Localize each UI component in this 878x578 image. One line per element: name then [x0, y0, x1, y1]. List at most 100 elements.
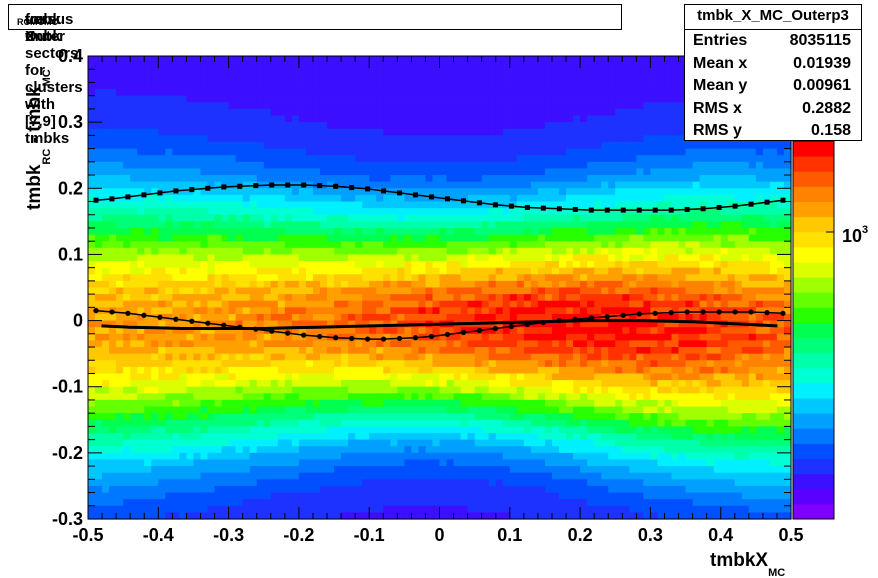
heatmap-cell	[650, 261, 659, 269]
heatmap-cell	[102, 313, 110, 322]
heatmap-cell	[369, 194, 377, 203]
heatmap-cell	[608, 168, 616, 176]
heatmap-cell	[137, 366, 145, 375]
heatmap-cell	[727, 175, 736, 183]
heatmap-cell	[228, 380, 237, 388]
heatmap-cell	[488, 347, 497, 355]
heatmap-cell	[601, 287, 609, 295]
heatmap-cell	[615, 360, 623, 368]
heatmap-cell	[277, 56, 286, 64]
heatmap-cell	[601, 194, 609, 203]
heatmap-cell	[130, 267, 138, 275]
heatmap-cell	[235, 168, 244, 176]
heatmap-cell	[341, 102, 349, 110]
heatmap-cell	[453, 380, 462, 388]
heatmap-cell	[383, 347, 391, 355]
heatmap-cell	[474, 366, 483, 375]
heatmap-cell	[137, 175, 145, 183]
heatmap-cell	[551, 108, 560, 117]
heatmap-cell	[369, 373, 377, 381]
heatmap-cell	[123, 188, 131, 196]
heatmap-cell	[523, 141, 532, 150]
heatmap-cell	[88, 62, 96, 70]
heatmap-cell	[629, 56, 637, 64]
heatmap-cell	[312, 333, 321, 342]
heatmap-cell	[495, 340, 504, 348]
heatmap-cell	[509, 56, 518, 64]
heatmap-cell	[130, 62, 138, 70]
heatmap-cell	[530, 161, 539, 170]
heatmap-cell	[123, 241, 131, 249]
heatmap-cell	[291, 161, 300, 170]
heatmap-cell	[544, 181, 553, 189]
heatmap-cell	[305, 201, 314, 209]
heatmap-cell	[102, 161, 110, 170]
heatmap-cell	[165, 221, 173, 229]
heatmap-cell	[228, 313, 237, 322]
heatmap-cell	[193, 261, 202, 269]
heatmap-cell	[657, 115, 666, 123]
heatmap-cell	[235, 194, 244, 203]
heatmap-cell	[425, 214, 434, 222]
heatmap-cell	[137, 227, 145, 236]
heatmap-cell	[622, 227, 630, 236]
heatmap-cell	[587, 155, 595, 163]
heatmap-cell	[699, 280, 708, 289]
heatmap-cell	[305, 241, 314, 249]
heatmap-cell	[453, 261, 462, 269]
heatmap-cell	[207, 313, 216, 322]
heatmap-cell	[151, 320, 159, 328]
heatmap-cell	[270, 122, 279, 130]
heatmap-cell	[594, 380, 602, 388]
heatmap-cell	[488, 366, 497, 375]
heatmap-cell	[699, 320, 708, 328]
heatmap-cell	[256, 168, 265, 176]
heatmap-cell	[474, 56, 483, 64]
heatmap-cell	[277, 155, 286, 163]
heatmap-cell	[193, 307, 202, 315]
heatmap-cell	[137, 327, 145, 335]
heatmap-cell	[636, 247, 644, 256]
heatmap-cell	[158, 366, 166, 375]
heatmap-cell	[699, 373, 708, 381]
heatmap-cell	[622, 82, 630, 90]
heatmap-cell	[158, 75, 166, 84]
heatmap-cell	[193, 320, 202, 328]
heatmap-cell	[256, 161, 265, 170]
heatmap-cell	[474, 340, 483, 348]
heatmap-cell	[312, 254, 321, 262]
heatmap-cell	[235, 62, 244, 70]
heatmap-cell	[453, 313, 462, 322]
heatmap-cell	[277, 366, 286, 375]
heatmap-cell	[734, 307, 743, 315]
heatmap-cell	[755, 175, 764, 183]
heatmap-cell	[298, 366, 307, 375]
heatmap-cell	[615, 175, 623, 183]
heatmap-cell	[439, 89, 448, 97]
heatmap-cell	[643, 95, 651, 103]
heatmap-cell	[256, 366, 265, 375]
heatmap-cell	[587, 62, 595, 70]
heatmap-cell	[362, 181, 370, 189]
heatmap-cell	[207, 294, 216, 302]
heatmap-cell	[530, 82, 539, 90]
heatmap-cell	[158, 280, 166, 289]
heatmap-cell	[404, 234, 412, 242]
heatmap-cell	[587, 300, 595, 308]
heatmap-cell	[102, 214, 110, 222]
heatmap-cell	[650, 89, 659, 97]
heatmap-cell	[277, 287, 286, 295]
heatmap-cell	[495, 307, 504, 315]
heatmap-cell	[755, 366, 764, 375]
heatmap-cell	[334, 56, 342, 64]
heatmap-cell	[102, 175, 110, 183]
heatmap-cell	[713, 221, 722, 229]
heatmap-cell	[179, 115, 188, 123]
heatmap-cell	[144, 327, 152, 335]
heatmap-cell	[172, 175, 180, 183]
heatmap-cell	[242, 102, 251, 110]
heatmap-cell	[755, 234, 764, 242]
heatmap-cell	[130, 168, 138, 176]
heatmap-cell	[369, 115, 377, 123]
heatmap-cell	[446, 241, 455, 249]
